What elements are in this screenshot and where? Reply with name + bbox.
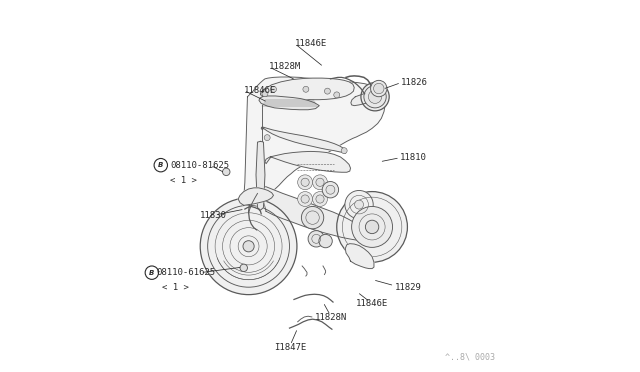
Circle shape <box>262 91 268 97</box>
Circle shape <box>298 175 312 190</box>
Circle shape <box>351 206 392 247</box>
Circle shape <box>223 168 230 176</box>
Polygon shape <box>260 78 354 100</box>
Polygon shape <box>265 151 351 172</box>
Circle shape <box>308 231 324 247</box>
Circle shape <box>374 83 384 94</box>
Text: < 1 >: < 1 > <box>162 283 189 292</box>
Circle shape <box>364 86 386 108</box>
Circle shape <box>355 200 364 209</box>
Circle shape <box>264 135 270 141</box>
Text: 11826: 11826 <box>401 78 428 87</box>
Circle shape <box>371 80 387 97</box>
Circle shape <box>365 220 379 234</box>
Text: 11846E: 11846E <box>356 299 388 308</box>
Text: I1847E: I1847E <box>275 343 307 352</box>
Text: < 1 >: < 1 > <box>170 176 197 185</box>
Text: 11830: 11830 <box>200 211 227 219</box>
Polygon shape <box>259 96 319 110</box>
Text: 11846E: 11846E <box>244 86 276 95</box>
Polygon shape <box>256 141 265 210</box>
Circle shape <box>243 241 254 252</box>
Circle shape <box>319 234 332 248</box>
Circle shape <box>301 206 324 229</box>
Text: B: B <box>158 162 163 168</box>
Circle shape <box>341 148 347 154</box>
Text: B: B <box>149 270 154 276</box>
Circle shape <box>240 264 248 272</box>
Circle shape <box>334 92 340 98</box>
Polygon shape <box>260 187 367 240</box>
Circle shape <box>298 192 312 206</box>
Polygon shape <box>261 127 346 153</box>
Text: 11810: 11810 <box>400 153 427 162</box>
Text: 08110-81625: 08110-81625 <box>170 161 230 170</box>
Circle shape <box>316 178 324 186</box>
Circle shape <box>345 190 373 219</box>
Circle shape <box>361 83 389 111</box>
Circle shape <box>312 175 328 190</box>
Text: 11829: 11829 <box>394 283 421 292</box>
Circle shape <box>316 195 324 203</box>
Polygon shape <box>238 188 273 205</box>
Text: 11846E: 11846E <box>294 39 327 48</box>
Text: 11828N: 11828N <box>315 313 348 322</box>
Circle shape <box>326 185 335 194</box>
Text: 11828M: 11828M <box>269 62 301 71</box>
Polygon shape <box>244 77 385 214</box>
Circle shape <box>200 198 297 295</box>
Circle shape <box>322 182 339 198</box>
Circle shape <box>324 88 330 94</box>
Circle shape <box>301 195 309 203</box>
Text: ^..8\ 0003: ^..8\ 0003 <box>445 353 495 362</box>
Circle shape <box>303 86 309 92</box>
Text: 08110-61625: 08110-61625 <box>156 268 215 277</box>
Circle shape <box>301 178 309 186</box>
Circle shape <box>312 192 328 206</box>
Circle shape <box>337 192 408 262</box>
Polygon shape <box>346 244 374 269</box>
Circle shape <box>271 86 276 92</box>
Polygon shape <box>351 90 383 106</box>
Circle shape <box>369 90 381 103</box>
